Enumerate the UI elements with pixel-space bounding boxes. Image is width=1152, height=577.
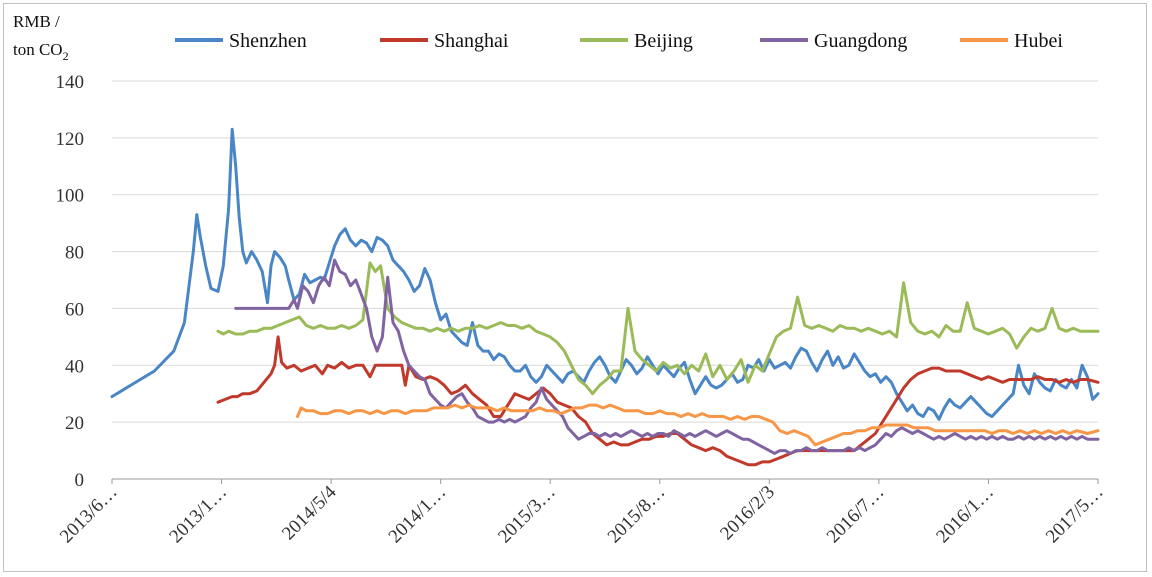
x-tick-label-1: 2013/1… xyxy=(165,482,231,548)
x-tick-label-5: 2015/8… xyxy=(604,482,670,548)
y-tick-label-40: 40 xyxy=(65,356,84,377)
y-axis-label-line2: ton CO2 xyxy=(13,40,69,63)
y-axis-ticks: 0 20 40 60 80 100 120 140 xyxy=(56,72,85,491)
y-axis-label-line1: RMB / xyxy=(13,12,60,31)
x-tick-label-2: 2014/5/4 xyxy=(278,481,341,544)
series-line-shanghai xyxy=(216,335,1100,467)
series-line-hubei xyxy=(296,403,1100,447)
y-tick-label-120: 120 xyxy=(56,129,85,150)
x-axis-ticks: 2013/6… 2013/1… 2014/5/4 2014/1… 2015/3… 2015… xyxy=(56,479,1108,547)
y-tick-label-20: 20 xyxy=(65,413,84,434)
y-tick-label-100: 100 xyxy=(56,186,85,207)
y-tick-label-140: 140 xyxy=(56,72,85,93)
x-tick-label-7: 2016/7… xyxy=(823,482,889,548)
gridlines xyxy=(112,80,1098,480)
y-tick-label-80: 80 xyxy=(65,243,84,264)
y-tick-label-0: 0 xyxy=(75,470,85,491)
legend-label-hubei: Hubei xyxy=(1014,30,1063,52)
legend-label-shanghai: Shanghai xyxy=(434,30,509,52)
y-axis-label-line2-text: ton CO xyxy=(13,40,63,59)
legend-label-beijing: Beijing xyxy=(634,30,693,52)
legend: Shenzhen Shanghai Beijing Guangdong Hubei xyxy=(175,30,1063,52)
x-tick-label-0: 2013/6… xyxy=(56,482,122,548)
series-line-shenzhen xyxy=(110,127,1100,421)
y-tick-label-60: 60 xyxy=(65,299,84,320)
x-tick-label-6: 2016/2/3 xyxy=(716,482,779,545)
x-tick-label-3: 2014/1… xyxy=(385,482,451,548)
chart-frame xyxy=(3,3,1147,572)
x-tick-label-4: 2015/3… xyxy=(494,482,560,548)
x-tick-label-9: 2017/5… xyxy=(1042,482,1108,548)
legend-label-shenzhen: Shenzhen xyxy=(229,30,307,52)
series-line-beijing xyxy=(216,261,1100,396)
y-axis-label: RMB / ton CO2 xyxy=(13,12,69,63)
y-axis-label-subscript: 2 xyxy=(63,49,69,63)
series-line-guangdong xyxy=(234,258,1100,455)
legend-label-guangdong: Guangdong xyxy=(814,30,907,52)
series-lines xyxy=(110,127,1100,467)
x-tick-label-8: 2016/1… xyxy=(932,482,998,548)
